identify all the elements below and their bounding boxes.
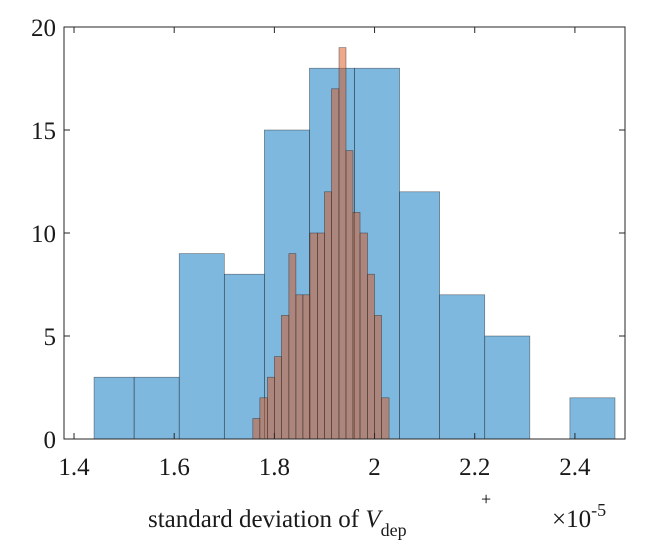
y-tick-label-0: 0 bbox=[44, 427, 57, 454]
x-tick-label-5: 2.4 bbox=[559, 454, 591, 481]
histogram-bar-s1-9 bbox=[317, 232, 325, 440]
x-axis-label-subscript: dep bbox=[381, 520, 407, 540]
histogram-bar-s1-5 bbox=[288, 253, 297, 440]
x-axis-label-variable: V bbox=[365, 506, 383, 533]
y-tick-label-4: 20 bbox=[31, 15, 56, 42]
histogram-bar-s0-1 bbox=[133, 376, 180, 440]
x-tick-label-1: 1.6 bbox=[159, 454, 190, 481]
histogram-bar-s0-8 bbox=[439, 294, 486, 440]
histogram-bar-s1-11 bbox=[331, 88, 340, 440]
x-tick-label-0: 1.4 bbox=[58, 454, 90, 481]
x-multiplier-exponent: -5 bbox=[591, 500, 606, 520]
histogram-bar-s1-8 bbox=[309, 232, 318, 440]
x-multiplier-base: ×10 bbox=[552, 506, 591, 533]
histogram-bar-s1-16 bbox=[367, 273, 375, 440]
histogram-bar-s1-18 bbox=[381, 397, 390, 440]
histogram-bar-s1-17 bbox=[374, 315, 382, 440]
x-tick-label-3: 2 bbox=[368, 454, 381, 481]
tick-labels-layer: 1.4 1.6 1.8 2 2.2 2.4 0 5 10 15 20 bbox=[31, 15, 591, 481]
histogram-bar-s1-15 bbox=[359, 232, 368, 440]
ticks-layer bbox=[64, 26, 625, 440]
y-tick-label-1: 5 bbox=[44, 324, 57, 351]
histogram-bar-s0-11 bbox=[569, 397, 616, 440]
histogram-bar-s1-3 bbox=[274, 356, 282, 440]
histogram-bar-s1-1 bbox=[259, 397, 268, 440]
histogram-bar-s1-0 bbox=[252, 418, 261, 440]
histogram-bar-s1-13 bbox=[345, 150, 354, 440]
histogram-bar-s1-2 bbox=[267, 376, 275, 440]
x-axis-label: standard deviation of Vdep bbox=[148, 506, 407, 540]
histogram-bar-s1-14 bbox=[352, 212, 361, 440]
y-tick-label-2: 10 bbox=[31, 221, 56, 248]
histogram-bar-s0-2 bbox=[178, 253, 225, 440]
histogram-bar-s0-0 bbox=[93, 376, 135, 440]
x-axis-label-prefix: standard deviation of bbox=[148, 506, 365, 533]
histogram-bar-s0-9 bbox=[484, 335, 531, 440]
histogram-bar-s1-6 bbox=[295, 294, 304, 440]
x-multiplier: ×10-5 bbox=[552, 500, 606, 533]
y-tick-label-3: 15 bbox=[31, 118, 56, 145]
x-axis-label-superscript: + bbox=[481, 489, 491, 509]
histogram-bar-s0-3 bbox=[223, 273, 265, 440]
bars-layer bbox=[93, 47, 616, 440]
histogram-bar-s0-7 bbox=[399, 191, 440, 440]
x-tick-label-4: 2.2 bbox=[459, 454, 490, 481]
histogram-bar-s1-10 bbox=[324, 191, 332, 440]
histogram-bar-s1-7 bbox=[302, 294, 311, 440]
histogram-bar-s1-4 bbox=[281, 315, 290, 440]
x-tick-label-2: 1.8 bbox=[259, 454, 290, 481]
histogram-bar-s1-12 bbox=[338, 47, 347, 440]
